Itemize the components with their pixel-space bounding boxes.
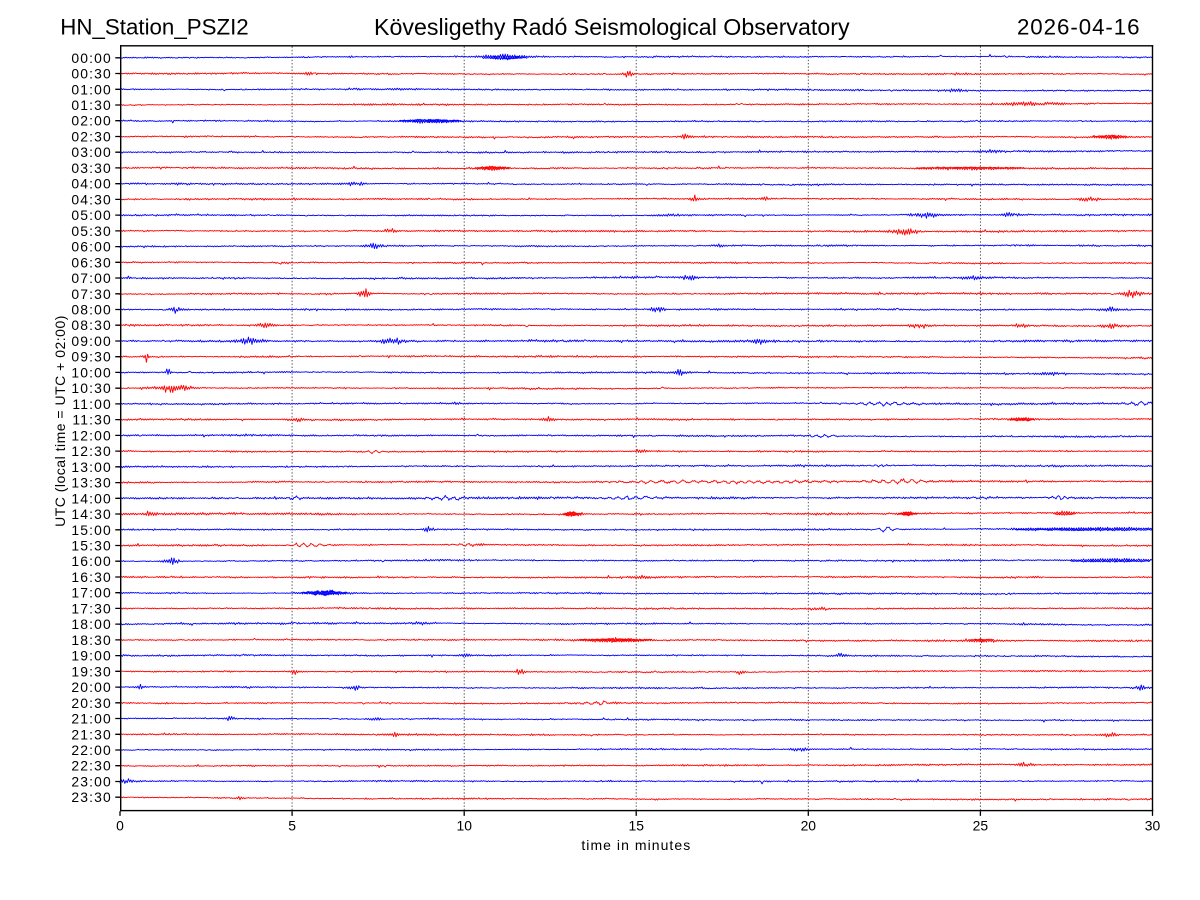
svg-text:04:00: 04:00 [71, 176, 112, 192]
svg-text:17:30: 17:30 [71, 600, 112, 616]
svg-text:17:00: 17:00 [71, 585, 112, 601]
svg-text:21:30: 21:30 [71, 726, 112, 742]
svg-text:23:30: 23:30 [71, 789, 112, 805]
svg-text:03:00: 03:00 [71, 144, 112, 160]
svg-text:14:30: 14:30 [71, 506, 112, 522]
svg-text:05:30: 05:30 [71, 223, 112, 239]
svg-text:UTC (local time = UTC + 02:00): UTC (local time = UTC + 02:00) [52, 315, 68, 527]
svg-text:18:00: 18:00 [71, 616, 112, 632]
svg-text:HN_Station_PSZI2: HN_Station_PSZI2 [60, 15, 248, 40]
svg-text:05:00: 05:00 [71, 207, 112, 223]
svg-text:time in minutes: time in minutes [581, 837, 691, 853]
svg-text:02:00: 02:00 [71, 113, 112, 129]
svg-text:20: 20 [801, 818, 817, 834]
svg-text:08:00: 08:00 [71, 302, 112, 318]
svg-text:07:00: 07:00 [71, 270, 112, 286]
svg-text:20:30: 20:30 [71, 695, 112, 711]
svg-text:06:00: 06:00 [71, 239, 112, 255]
svg-text:13:30: 13:30 [71, 475, 112, 491]
svg-text:07:30: 07:30 [71, 286, 112, 302]
svg-text:22:00: 22:00 [71, 742, 112, 758]
svg-text:10:00: 10:00 [71, 364, 112, 380]
svg-text:30: 30 [1145, 818, 1161, 834]
svg-text:16:00: 16:00 [71, 553, 112, 569]
svg-text:12:30: 12:30 [71, 443, 112, 459]
svg-text:09:00: 09:00 [71, 333, 112, 349]
svg-text:15: 15 [628, 818, 644, 834]
svg-text:00:00: 00:00 [71, 50, 112, 66]
svg-text:20:00: 20:00 [71, 679, 112, 695]
svg-text:18:30: 18:30 [71, 632, 112, 648]
svg-text:5: 5 [288, 818, 296, 834]
svg-text:Kövesligethy Radó Seismologica: Kövesligethy Radó Seismological Observat… [374, 14, 850, 40]
svg-text:00:30: 00:30 [71, 66, 112, 82]
svg-text:16:30: 16:30 [71, 569, 112, 585]
svg-text:03:30: 03:30 [71, 160, 112, 176]
svg-text:06:30: 06:30 [71, 254, 112, 270]
svg-text:25: 25 [973, 818, 989, 834]
svg-text:0: 0 [116, 818, 124, 834]
svg-text:21:00: 21:00 [71, 711, 112, 727]
svg-text:11:00: 11:00 [72, 396, 111, 412]
svg-text:10:30: 10:30 [71, 380, 112, 396]
svg-text:01:30: 01:30 [71, 97, 112, 113]
svg-text:09:30: 09:30 [71, 349, 112, 365]
svg-text:10: 10 [456, 818, 472, 834]
svg-text:23:00: 23:00 [71, 774, 112, 790]
svg-text:19:00: 19:00 [71, 648, 112, 664]
svg-text:22:30: 22:30 [71, 758, 112, 774]
svg-text:08:30: 08:30 [71, 317, 112, 333]
svg-text:15:00: 15:00 [71, 522, 112, 538]
svg-text:04:30: 04:30 [71, 191, 112, 207]
svg-text:15:30: 15:30 [71, 538, 112, 554]
svg-text:12:00: 12:00 [71, 427, 112, 443]
svg-text:02:30: 02:30 [71, 129, 112, 145]
svg-text:13:00: 13:00 [71, 459, 112, 475]
svg-text:11:30: 11:30 [72, 412, 111, 428]
svg-text:19:30: 19:30 [71, 663, 112, 679]
svg-text:01:00: 01:00 [71, 81, 112, 97]
svg-text:2026-04-16: 2026-04-16 [1017, 15, 1141, 40]
svg-text:14:00: 14:00 [71, 490, 112, 506]
